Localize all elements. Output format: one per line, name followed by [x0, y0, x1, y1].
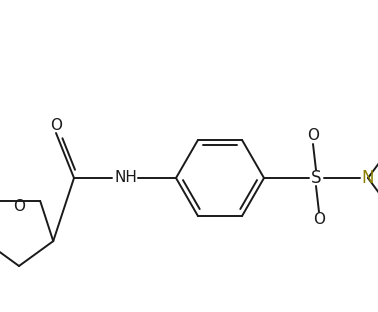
Text: NH: NH: [115, 170, 138, 186]
Text: S: S: [311, 169, 321, 187]
Text: N: N: [362, 169, 374, 187]
Text: O: O: [313, 212, 325, 227]
Text: O: O: [13, 199, 25, 214]
Text: O: O: [50, 118, 62, 133]
Text: O: O: [307, 129, 319, 144]
